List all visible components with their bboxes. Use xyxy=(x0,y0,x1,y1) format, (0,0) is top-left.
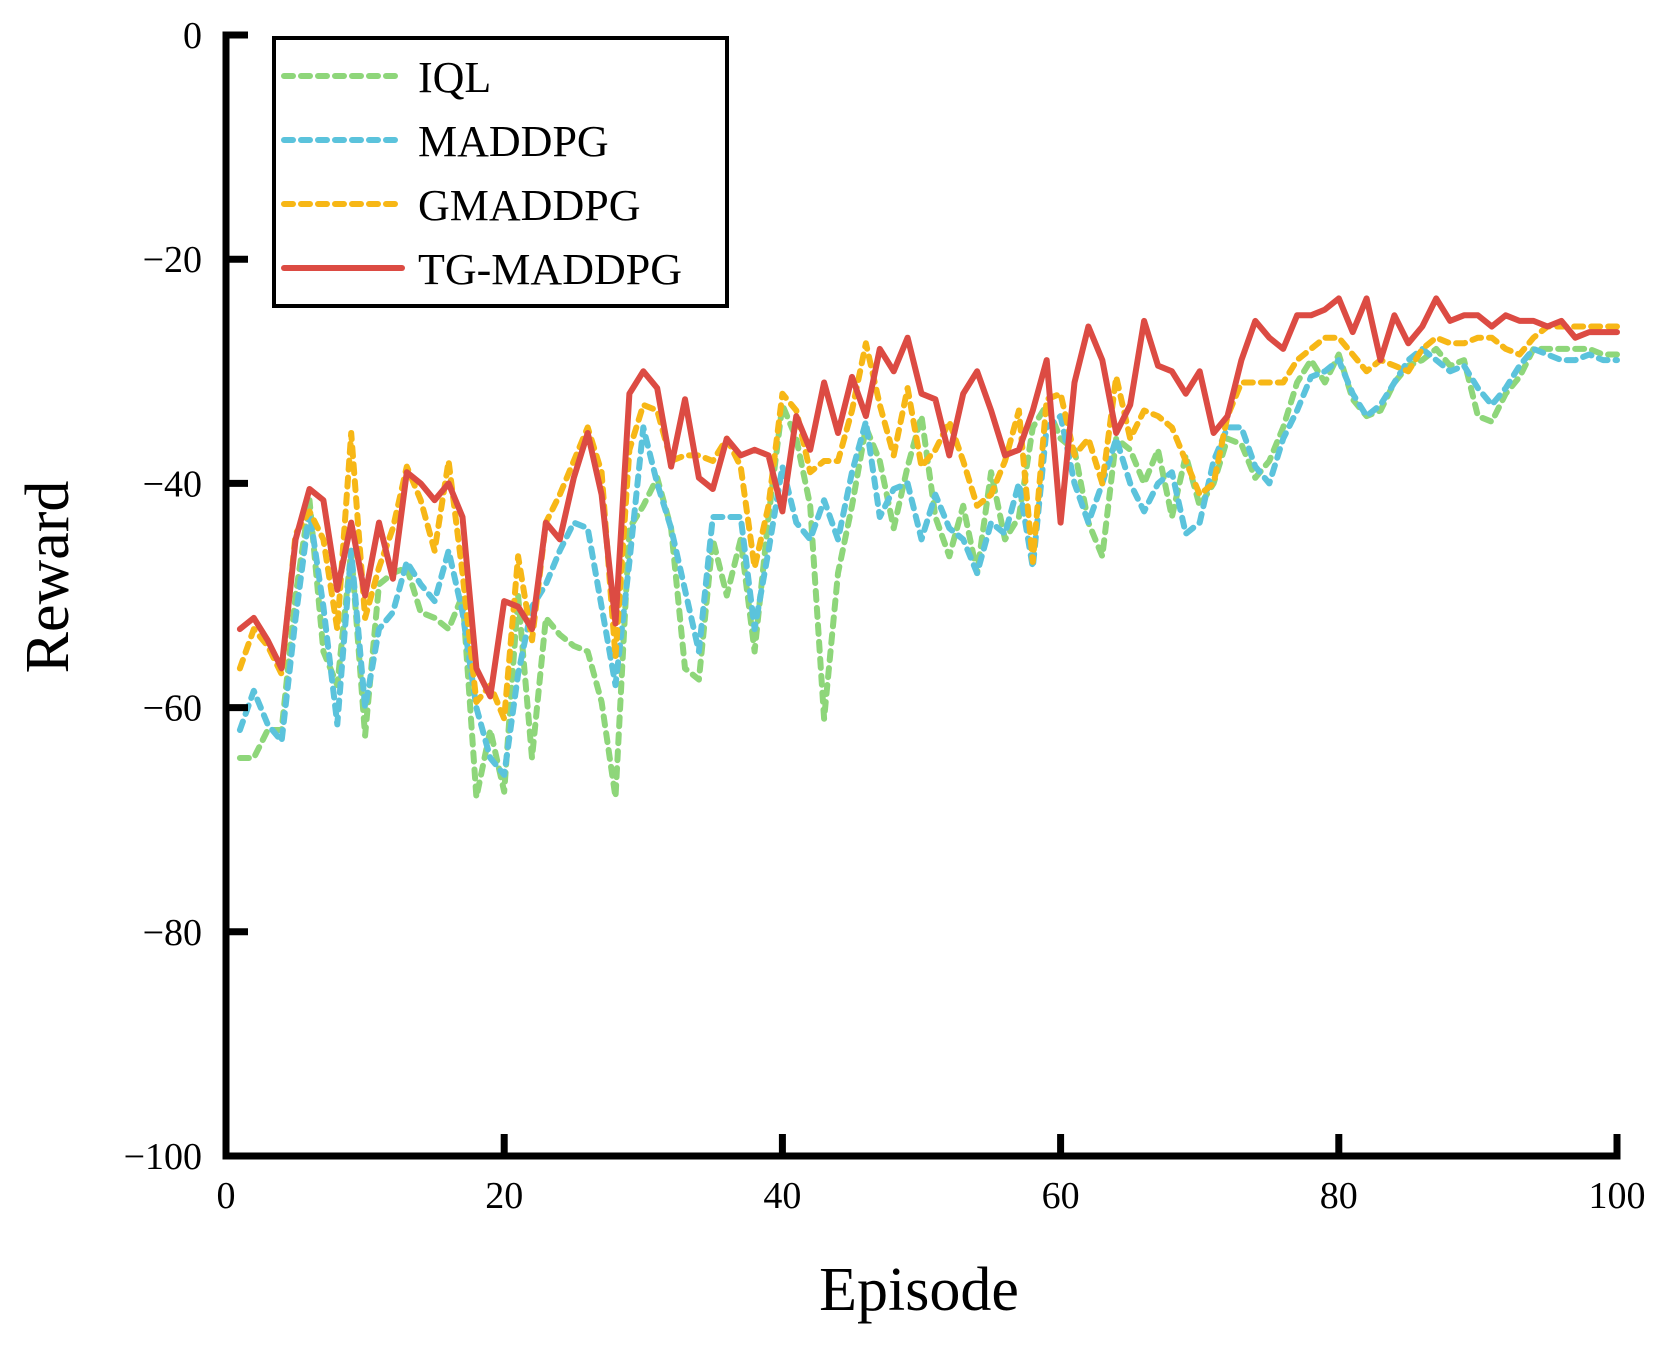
y-tick-label: −60 xyxy=(143,688,202,730)
x-tick-label: 0 xyxy=(217,1175,236,1217)
series-line-maddpg xyxy=(236,345,1620,778)
y-tick-label: −20 xyxy=(143,239,202,281)
legend-label-maddpg: MADDPG xyxy=(418,117,609,166)
y-tick-label: 0 xyxy=(183,15,202,57)
x-tick-label: 80 xyxy=(1320,1175,1358,1217)
x-tick-label: 20 xyxy=(485,1175,523,1217)
ticks-layer: 0 −20 −40 −60 −80 −100 0 20 40 60 80 100 xyxy=(124,15,1646,1217)
x-tick-label: 100 xyxy=(1589,1175,1646,1217)
y-tick-label: −40 xyxy=(143,463,202,505)
x-tick-label: 60 xyxy=(1042,1175,1080,1217)
legend-box xyxy=(272,36,729,308)
axes-layer xyxy=(222,35,1617,1160)
series-line-gmaddpg xyxy=(236,323,1620,722)
x-axis-label: Episode xyxy=(819,1256,1019,1324)
legend-label-gmaddpg: GMADDPG xyxy=(418,181,640,230)
y-tick-label: −100 xyxy=(124,1136,202,1178)
x-tick-label: 40 xyxy=(763,1175,801,1217)
series-layer xyxy=(236,295,1620,801)
legend-label-tg-maddpg: TG-MADDPG xyxy=(418,245,682,294)
legend-label-iql: IQL xyxy=(418,53,491,102)
y-axis-label: Reward xyxy=(14,481,82,674)
series-line-tg-maddpg xyxy=(236,295,1620,700)
legend-items: IQL MADDPG GMADDPG TG-MADDPG xyxy=(281,53,682,294)
y-tick-label: −80 xyxy=(143,912,202,954)
legend: IQL MADDPG GMADDPG TG-MADDPG xyxy=(272,36,729,308)
